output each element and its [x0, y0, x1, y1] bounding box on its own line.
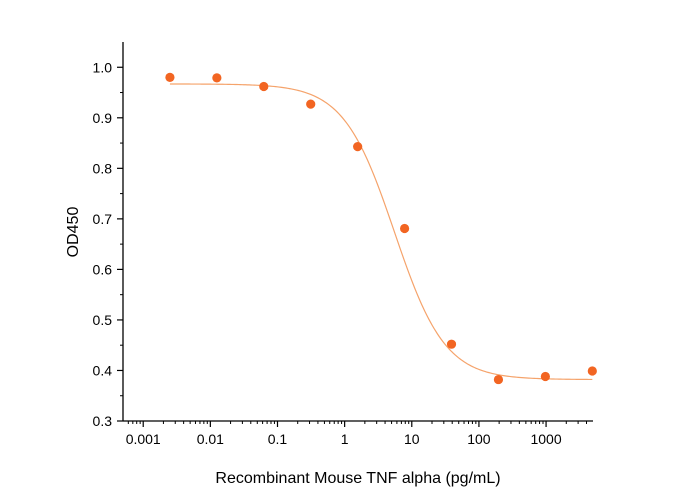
axes: [122, 42, 593, 422]
x-tick-label: 0.01: [197, 431, 224, 447]
x-axis-title: Recombinant Mouse TNF alpha (pg/mL): [215, 470, 500, 487]
data-point: [587, 366, 597, 376]
y-tick-label: 1.0: [93, 59, 113, 75]
x-tick-label: 100: [467, 431, 491, 447]
fit-curve: [169, 83, 593, 381]
data-point: [399, 223, 410, 234]
data-point: [353, 142, 363, 152]
y-tick-label: 0.5: [93, 312, 113, 328]
y-tick-label: 0.7: [93, 211, 113, 227]
x-tick-label: 1000: [530, 431, 561, 447]
y-tick-label: 0.6: [93, 261, 113, 277]
x-ticks: 0.001 0.01 0.1 1 10 100 1000: [126, 421, 587, 447]
data-points: [165, 72, 597, 385]
data-point: [212, 73, 222, 83]
data-point: [259, 81, 269, 92]
x-tick-label: 0.1: [268, 431, 288, 447]
y-tick-label: 0.9: [93, 110, 113, 126]
y-tick-label: 0.8: [93, 160, 113, 176]
data-point: [446, 339, 457, 349]
y-tick-label: 0.4: [93, 362, 113, 378]
y-tick-label: 0.3: [93, 413, 113, 429]
data-point: [493, 374, 504, 385]
data-point: [540, 371, 550, 382]
y-ticks: 0.3 0.4 0.5 0.6 0.7 0.8 0.9 1.0: [93, 59, 123, 429]
x-tick-label: 10: [404, 431, 420, 447]
x-tick-label: 1: [341, 431, 349, 447]
y-axis-title: OD450: [65, 207, 82, 258]
x-tick-label: 0.001: [126, 431, 161, 447]
data-point: [306, 99, 316, 109]
data-point: [165, 72, 175, 82]
